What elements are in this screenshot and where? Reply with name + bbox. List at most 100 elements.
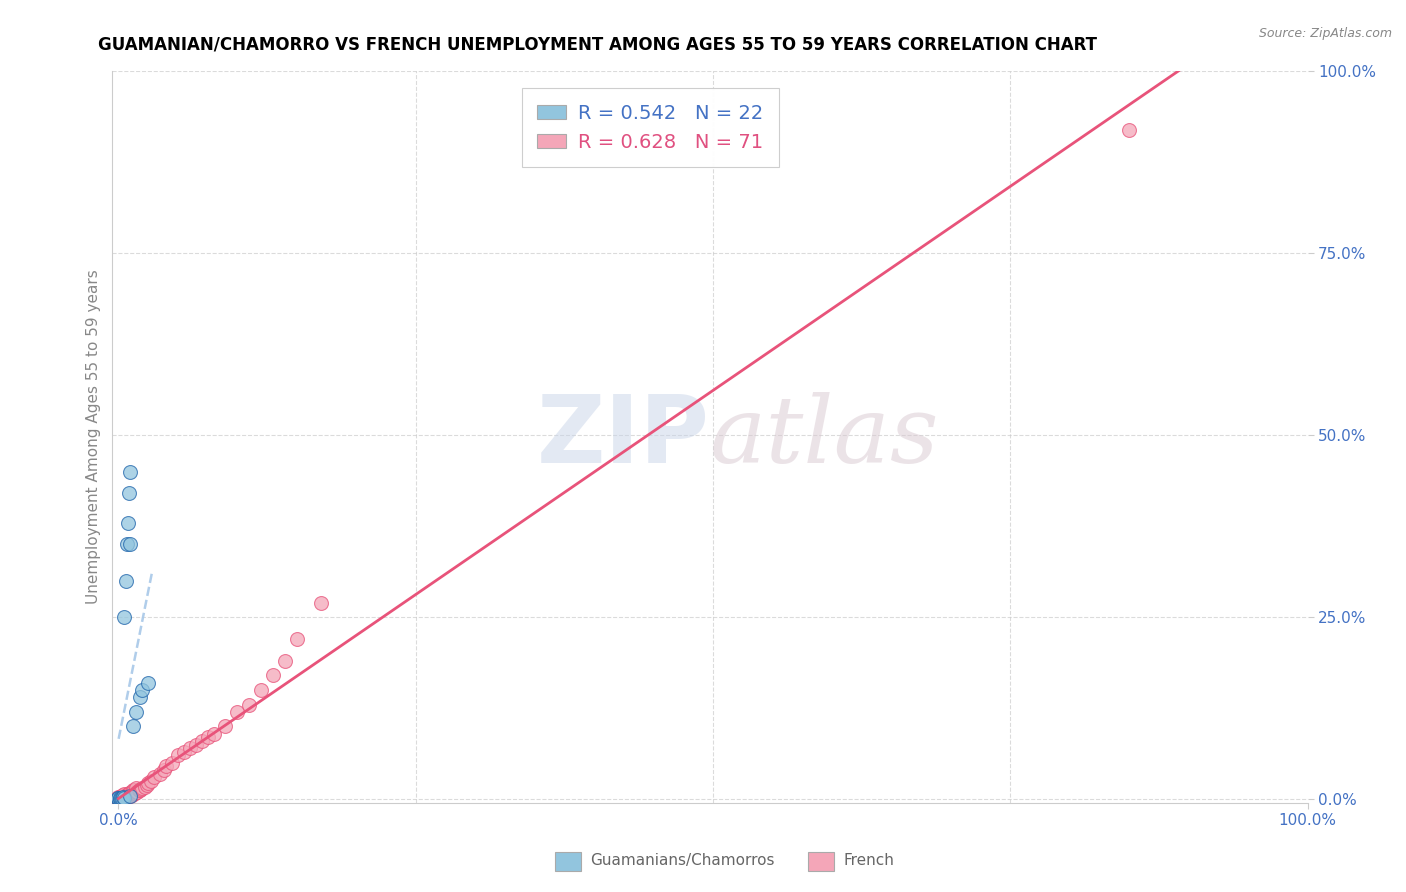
Point — [107, 789, 129, 804]
Point — [114, 789, 136, 803]
Point — [107, 790, 129, 805]
Point — [108, 790, 131, 805]
Legend: R = 0.542   N = 22, R = 0.628   N = 71: R = 0.542 N = 22, R = 0.628 N = 71 — [522, 88, 779, 167]
Point — [285, 632, 308, 646]
Point — [120, 789, 142, 803]
Point — [111, 789, 134, 803]
Text: French: French — [844, 854, 894, 868]
Point — [107, 790, 129, 805]
Point — [152, 763, 174, 777]
Point — [274, 654, 297, 668]
Point — [107, 791, 129, 805]
Point — [115, 537, 138, 551]
Point — [143, 770, 166, 784]
Point — [108, 792, 131, 806]
Point — [250, 683, 273, 698]
Point — [128, 783, 150, 797]
Point — [160, 756, 183, 770]
Point — [112, 789, 135, 804]
Point — [111, 789, 134, 804]
Point — [111, 791, 134, 805]
Point — [108, 792, 131, 806]
Point — [112, 790, 135, 805]
Point — [125, 705, 148, 719]
Point — [120, 465, 142, 479]
Point — [125, 785, 148, 799]
Point — [121, 783, 143, 797]
Point — [238, 698, 260, 712]
Text: Source: ZipAtlas.com: Source: ZipAtlas.com — [1258, 27, 1392, 40]
Point — [184, 738, 207, 752]
Point — [117, 787, 139, 801]
Point — [1118, 122, 1140, 136]
Point — [179, 741, 201, 756]
Point — [107, 792, 129, 806]
Point — [118, 486, 141, 500]
Point — [136, 778, 159, 792]
Point — [173, 745, 195, 759]
Point — [214, 719, 236, 733]
Point — [110, 791, 132, 805]
Point — [136, 776, 159, 790]
Point — [121, 787, 143, 801]
Point — [112, 789, 135, 804]
Point — [112, 790, 135, 805]
Text: atlas: atlas — [710, 392, 939, 482]
Point — [115, 788, 138, 802]
Text: Guamanians/Chamorros: Guamanians/Chamorros — [591, 854, 775, 868]
Point — [114, 789, 136, 804]
Point — [110, 790, 132, 805]
Point — [134, 780, 156, 794]
Point — [115, 789, 138, 804]
Point — [107, 792, 129, 806]
Point — [129, 781, 152, 796]
Point — [107, 791, 129, 805]
Point — [121, 788, 143, 802]
Point — [131, 683, 153, 698]
Point — [108, 789, 131, 804]
Point — [125, 781, 148, 796]
Point — [197, 731, 219, 745]
Point — [167, 748, 190, 763]
Point — [121, 785, 143, 799]
Text: GUAMANIAN/CHAMORRO VS FRENCH UNEMPLOYMENT AMONG AGES 55 TO 59 YEARS CORRELATION : GUAMANIAN/CHAMORRO VS FRENCH UNEMPLOYMEN… — [98, 36, 1098, 54]
Point — [136, 675, 159, 690]
Point — [112, 789, 135, 803]
Point — [108, 790, 131, 805]
Point — [112, 787, 135, 801]
Point — [120, 537, 142, 551]
Point — [309, 596, 332, 610]
Point — [226, 705, 249, 719]
Point — [155, 759, 177, 773]
Point — [118, 786, 141, 800]
Point — [112, 610, 135, 624]
Point — [120, 786, 142, 800]
Point — [190, 734, 212, 748]
Point — [111, 790, 134, 805]
Point — [117, 789, 139, 804]
Point — [128, 690, 150, 705]
Point — [122, 786, 145, 800]
Point — [112, 788, 135, 802]
Point — [128, 783, 150, 797]
Point — [107, 792, 129, 806]
Point — [124, 786, 146, 800]
Point — [118, 789, 141, 803]
Point — [131, 781, 153, 796]
Point — [121, 719, 143, 733]
Y-axis label: Unemployment Among Ages 55 to 59 years: Unemployment Among Ages 55 to 59 years — [86, 269, 101, 605]
Point — [122, 782, 145, 797]
Point — [262, 668, 284, 682]
Point — [108, 791, 131, 805]
Point — [202, 726, 225, 740]
Text: ZIP: ZIP — [537, 391, 710, 483]
Point — [127, 785, 149, 799]
Point — [112, 789, 135, 804]
Point — [120, 789, 142, 803]
Point — [110, 789, 132, 803]
Point — [114, 574, 136, 588]
Point — [110, 791, 132, 805]
Point — [117, 516, 139, 530]
Point — [139, 774, 162, 789]
Point — [107, 791, 129, 805]
